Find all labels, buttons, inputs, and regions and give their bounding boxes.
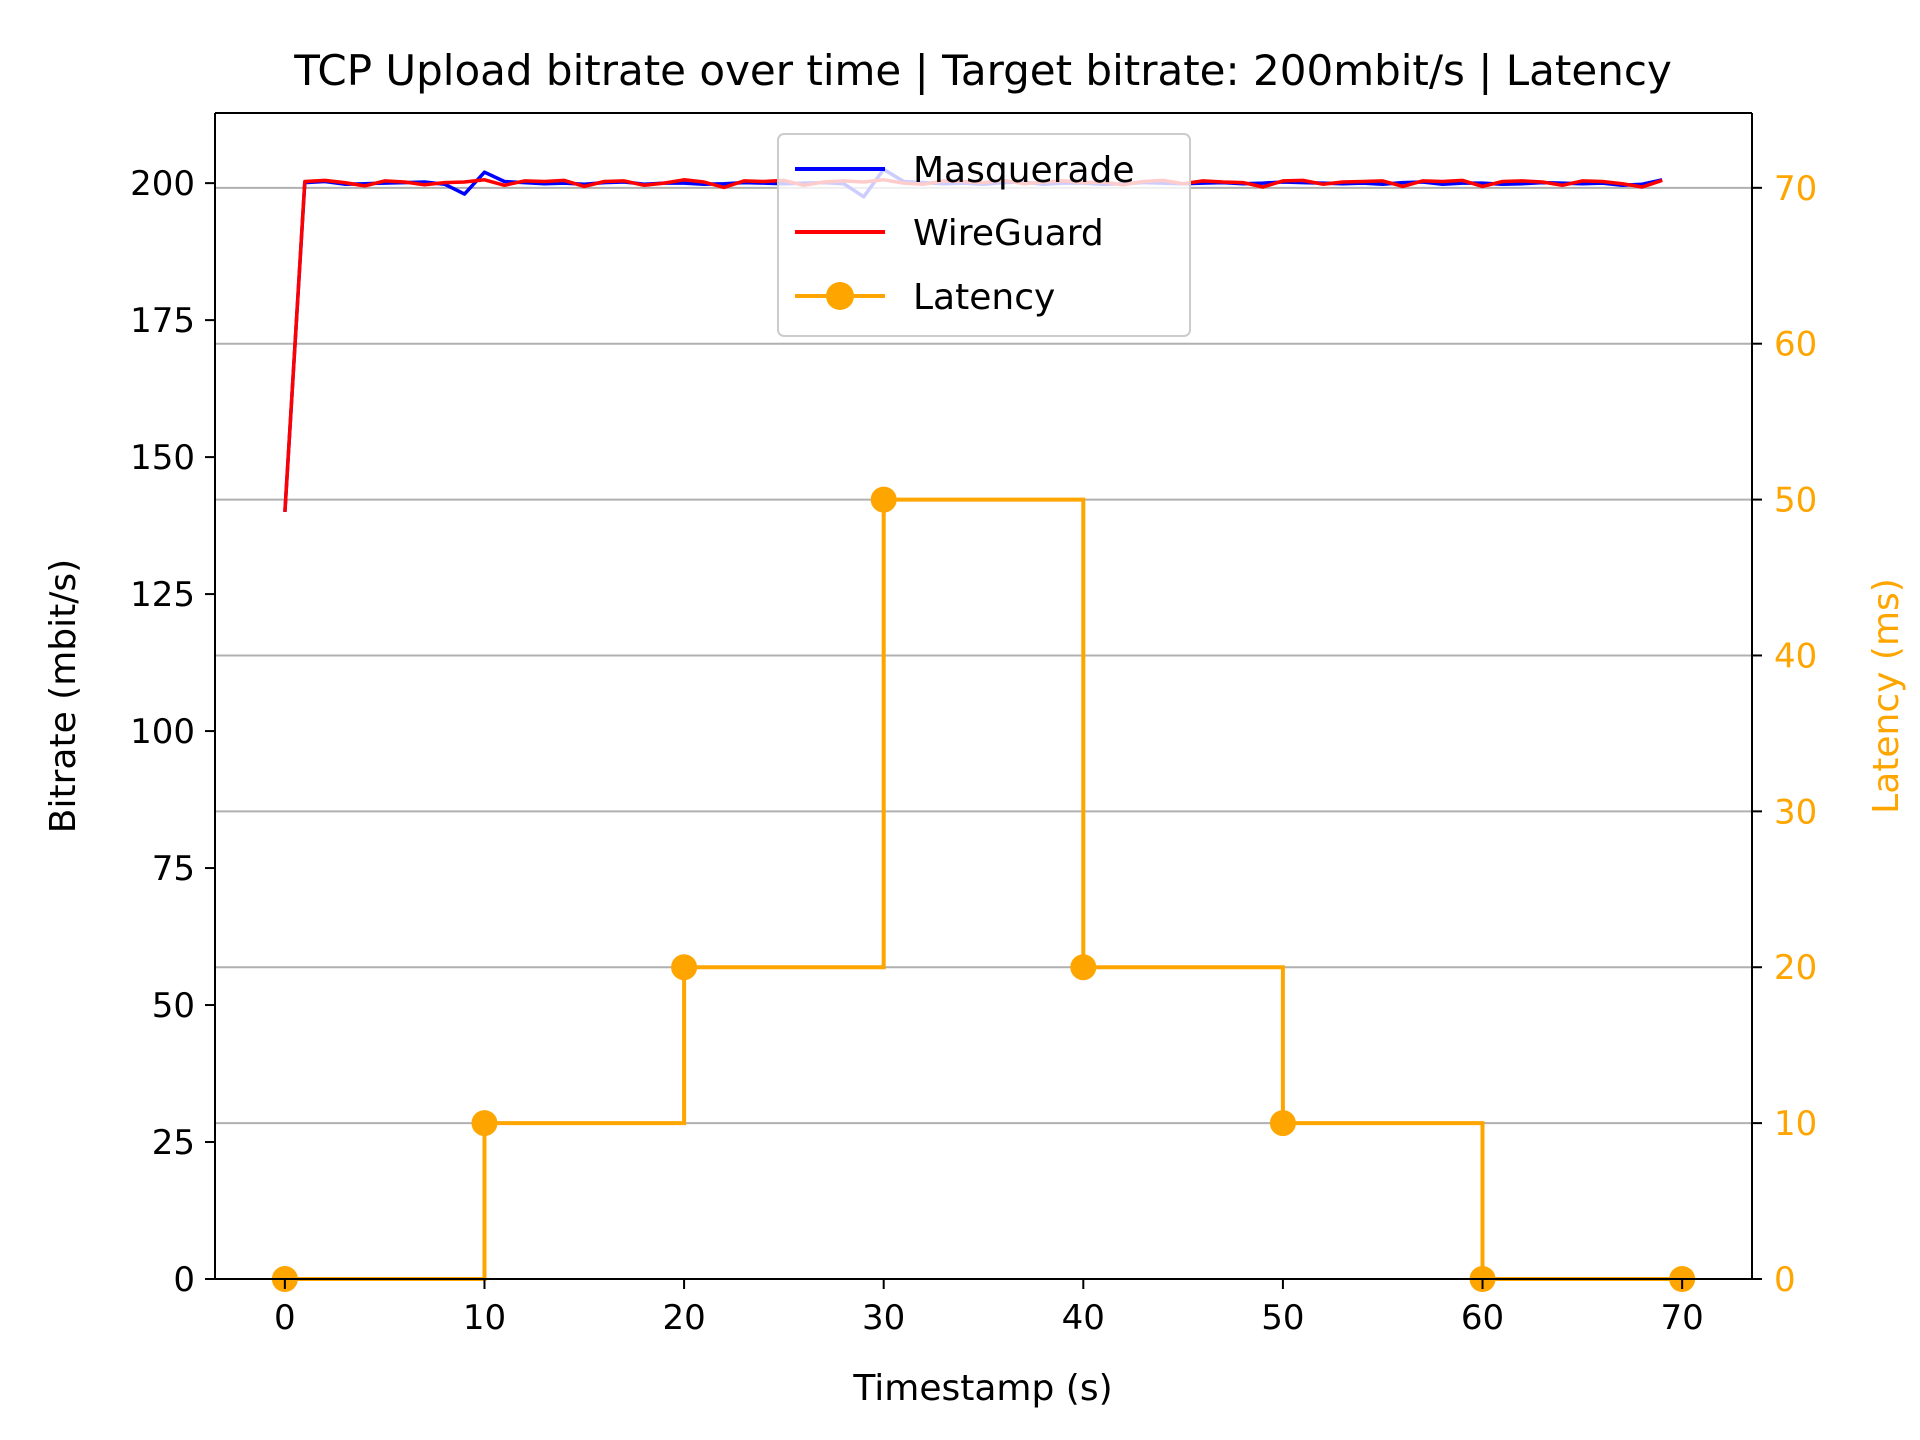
- x-tick-label-60: 60: [1461, 1298, 1504, 1338]
- x-tick-label-0: 0: [274, 1298, 296, 1338]
- y-tick-label-100: 100: [130, 712, 195, 752]
- chart-title: TCP Upload bitrate over time | Target bi…: [293, 46, 1672, 95]
- y-axis-label: Bitrate (mbit/s): [43, 559, 84, 833]
- y-tick-label-150: 150: [130, 438, 195, 478]
- grid-lines: [215, 186, 1752, 1280]
- legend-label-latency: Latency: [913, 277, 1055, 318]
- series-line-latency: [284, 497, 1683, 1281]
- x-tick-label-20: 20: [662, 1298, 705, 1338]
- y2-tick-label-60: 60: [1774, 325, 1817, 365]
- x-tick-label-40: 40: [1062, 1298, 1105, 1338]
- latency-point-50: [1269, 1110, 1296, 1137]
- latency-point-30: [870, 486, 897, 513]
- x-axis-label: Timestamp (s): [852, 1368, 1112, 1409]
- y2-tick-label-50: 50: [1774, 481, 1817, 521]
- x-tick-label-10: 10: [463, 1298, 506, 1338]
- y2-tick-label-0: 0: [1774, 1260, 1796, 1300]
- legend-marker-latency: [826, 282, 854, 310]
- x-tick-label-70: 70: [1661, 1298, 1704, 1338]
- y-tick-label-0: 0: [173, 1260, 195, 1300]
- y2-tick-label-30: 30: [1774, 792, 1817, 832]
- legend-box: [777, 133, 1191, 337]
- legend-label-wireguard: WireGuard: [913, 213, 1104, 254]
- x-tick-label-50: 50: [1261, 1298, 1304, 1338]
- y2-tick-label-20: 20: [1774, 948, 1817, 988]
- latency-point-10: [471, 1110, 498, 1137]
- y2-axis-label: Latency (ms): [1866, 578, 1907, 814]
- y2-tick-label-10: 10: [1774, 1104, 1817, 1144]
- y-tick-label-200: 200: [130, 164, 195, 204]
- y-tick-label-125: 125: [130, 575, 195, 615]
- y-tick-label-50: 50: [152, 986, 195, 1026]
- axes-layer: 0 10 20 30 40 50 60 70 0 25 50 75 100 125 150 175 200 0 10…: [130, 112, 1817, 1338]
- legend: Masquerade WireGuard Latency: [777, 133, 1191, 337]
- y-tick-label-75: 75: [152, 849, 195, 889]
- latency-point-20: [671, 954, 698, 981]
- y2-tick-label-70: 70: [1774, 169, 1817, 209]
- y-tick-label-25: 25: [152, 1123, 195, 1163]
- x-tick-label-30: 30: [862, 1298, 905, 1338]
- latency-point-40: [1070, 954, 1097, 981]
- y2-tick-label-40: 40: [1774, 636, 1817, 676]
- y-tick-label-175: 175: [130, 301, 195, 341]
- legend-label-masquerade: Masquerade: [913, 150, 1135, 191]
